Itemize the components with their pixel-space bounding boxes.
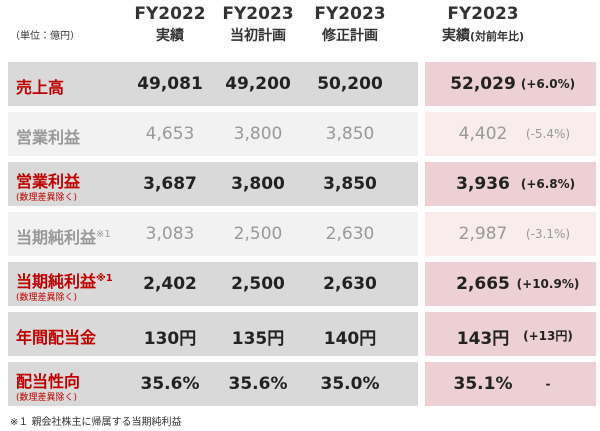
value-cell: 3,850 <box>325 124 375 144</box>
column-year: FY2023 <box>314 4 386 24</box>
row-label-text: 営業利益 <box>16 172 81 191</box>
column-title-text: 当初計画 <box>230 28 286 44</box>
result-box <box>425 212 596 256</box>
value-cell: 35.6% <box>140 374 200 394</box>
change-cell: - <box>545 377 551 391</box>
row-label-mark: ※1 <box>96 273 113 284</box>
value-cell: 143円 <box>456 329 510 349</box>
change-cell: (-3.1%) <box>525 227 571 241</box>
column-title-text: 実績 <box>156 28 184 44</box>
value-cell: 3,687 <box>143 174 197 194</box>
row-background <box>8 112 418 156</box>
value-cell: 49,081 <box>137 74 203 94</box>
result-box <box>425 362 596 406</box>
row-label-text: 当期純利益 <box>16 272 97 291</box>
unit: （単位：億円） <box>10 31 80 42</box>
column-title: 実績(対前年比) <box>413 25 553 45</box>
row-label-text: 営業利益 <box>16 128 81 147</box>
row-background <box>8 162 418 206</box>
row-sublabel: (数理差異除く) <box>16 193 78 203</box>
result-box <box>425 162 596 206</box>
row-label: 当期純利益※1 <box>16 268 113 292</box>
row-label: 売上高 <box>16 74 64 98</box>
result-box <box>425 262 596 306</box>
row-label-mark: ※1 <box>96 229 111 240</box>
value-cell: 2,630 <box>325 224 375 244</box>
value-cell: 3,083 <box>145 224 195 244</box>
row-background <box>8 312 418 356</box>
value-cell: 2,402 <box>143 274 197 294</box>
change-cell: (+6.0%) <box>520 77 576 91</box>
value-cell: 35.0% <box>320 374 380 394</box>
row-background <box>8 212 418 256</box>
value-cell: 130円 <box>143 329 197 349</box>
row-sublabel: (数理差異除く) <box>16 293 78 303</box>
value-cell: 3,800 <box>233 124 283 144</box>
result-box <box>425 312 596 356</box>
column-title: 実績 <box>100 25 240 45</box>
value-cell: 2,630 <box>323 274 377 294</box>
row-label: 年間配当金 <box>16 324 96 348</box>
value-cell: 2,500 <box>233 224 283 244</box>
value-cell: 2,500 <box>231 274 285 294</box>
column-year: FY2023 <box>447 4 519 24</box>
value-cell: 3,800 <box>231 174 285 194</box>
value-cell: 4,653 <box>145 124 195 144</box>
change-cell: (+10.9%) <box>516 277 580 291</box>
row-label-text: 当期純利益 <box>16 228 97 247</box>
row-label: 当期純利益※1 <box>16 224 111 248</box>
value-cell: 52,029 <box>450 74 516 94</box>
value-cell: 3,936 <box>456 174 510 194</box>
column-note: (対前年比) <box>469 30 525 43</box>
row-background <box>8 262 418 306</box>
value-cell: 140円 <box>323 329 377 349</box>
value-cell: 4,402 <box>458 124 508 144</box>
value-cell: 2,987 <box>458 224 508 244</box>
row-label: 営業利益 <box>16 168 80 192</box>
change-cell: (+6.8%) <box>520 177 576 191</box>
row-sublabel: (数理差異除く) <box>16 393 78 403</box>
footnote: ※１ 親会社株主に帰属する当期純利益 <box>10 417 182 428</box>
column-title: 当初計画 <box>188 25 328 45</box>
column-year: FY2022 <box>134 4 206 24</box>
value-cell: 35.6% <box>228 374 288 394</box>
value-cell: 49,200 <box>225 74 291 94</box>
row-background <box>8 62 418 106</box>
value-cell: 50,200 <box>317 74 383 94</box>
column-title: 修正計画 <box>280 25 420 45</box>
column-title-text: 修正計画 <box>322 28 378 44</box>
row-label-text: 配当性向 <box>16 372 81 391</box>
row-label: 配当性向 <box>16 368 80 392</box>
value-cell: 135円 <box>231 329 285 349</box>
value-cell: 3,850 <box>323 174 377 194</box>
column-title-text: 実績 <box>441 28 470 44</box>
result-box <box>425 112 596 156</box>
change-cell: (+13円) <box>523 329 573 343</box>
row-label-text: 売上高 <box>16 78 65 97</box>
change-cell: (-5.4%) <box>525 127 571 141</box>
column-year: FY2023 <box>222 4 294 24</box>
row-background <box>8 362 418 406</box>
value-cell: 35.1% <box>453 374 513 394</box>
result-box <box>425 62 596 106</box>
row-label: 営業利益 <box>16 124 80 148</box>
row-label-text: 年間配当金 <box>16 328 97 347</box>
value-cell: 2,665 <box>456 274 510 294</box>
